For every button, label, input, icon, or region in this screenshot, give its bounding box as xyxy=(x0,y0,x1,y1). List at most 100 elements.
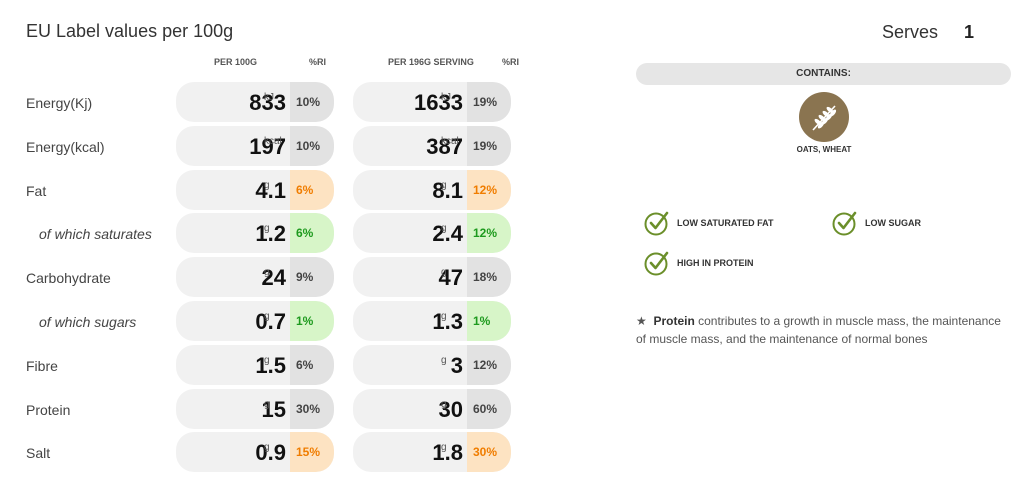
row-label: Protein xyxy=(26,401,71,418)
value: 1.3 xyxy=(432,308,463,334)
star-icon: ★ xyxy=(636,314,647,328)
column-header-ri-100g: %RI xyxy=(309,57,327,67)
unit: kJ xyxy=(264,92,274,103)
unit: kJ xyxy=(441,92,451,103)
unit: g xyxy=(441,267,447,279)
value: 0.7 xyxy=(255,308,286,334)
value: 3 xyxy=(450,352,463,378)
per-100g-cell: 1.5 g 6% xyxy=(176,344,334,385)
value: 30 xyxy=(438,396,463,422)
nutrition-table: Energy(Kj) 833 kJ 10% 1633 kJ 19% Energy… xyxy=(0,81,530,475)
allergen-label: OATS, WHEAT xyxy=(796,145,852,154)
claim-text: LOW SATURATED FAT xyxy=(677,218,774,228)
claim-text: HIGH IN PROTEIN xyxy=(677,258,754,268)
table-row: of which saturates 1.2 g 6% 2.4 g 12% xyxy=(0,212,530,256)
ri-badge: 6% xyxy=(290,344,334,385)
ri-badge: 9% xyxy=(290,257,334,298)
value: 24 xyxy=(261,265,286,291)
column-header-per-serving: PER 196G SERVING xyxy=(388,57,474,67)
row-label: Salt xyxy=(26,445,51,462)
row-label: Energy(kcal) xyxy=(26,138,105,155)
claim-low-saturated-fat: LOW SATURATED FAT xyxy=(644,210,774,236)
per-serving-cell: 387 kcal 19% xyxy=(353,125,511,166)
unit: g xyxy=(264,310,270,322)
ri-badge: 6% xyxy=(290,169,334,210)
unit: kcal xyxy=(264,135,282,147)
ri-badge: 60% xyxy=(467,388,511,429)
value: 0.9 xyxy=(255,440,286,466)
value: 2.4 xyxy=(432,221,463,247)
row-label: of which saturates xyxy=(39,226,152,243)
ri-badge: 12% xyxy=(467,344,511,385)
check-circle-icon xyxy=(832,211,857,236)
unit: g xyxy=(264,442,270,454)
claim-low-sugar: LOW SUGAR xyxy=(832,210,921,236)
row-label: Fibre xyxy=(26,357,58,374)
table-row: Carbohydrate 24 g 9% 47 g 18% xyxy=(0,256,530,300)
row-label: Fat xyxy=(26,182,47,199)
per-100g-cell: 0.7 g 1% xyxy=(176,300,334,341)
per-serving-cell: 1.3 g 1% xyxy=(353,300,511,341)
nutrition-title: EU Label values per 100g xyxy=(26,21,234,41)
per-serving-cell: 2.4 g 12% xyxy=(353,213,511,254)
unit: g xyxy=(264,223,270,235)
wheat-icon xyxy=(799,92,849,142)
unit: g xyxy=(441,179,447,191)
ri-badge: 18% xyxy=(467,257,511,298)
ri-badge: 12% xyxy=(467,213,511,254)
row-label: of which sugars xyxy=(39,313,137,330)
check-circle-icon xyxy=(644,211,669,236)
claim-text: LOW SUGAR xyxy=(865,218,921,228)
ri-badge: 30% xyxy=(290,388,334,429)
ri-badge: 6% xyxy=(290,213,334,254)
table-row: of which sugars 0.7 g 1% 1.3 g 1% xyxy=(0,300,530,344)
table-row: Energy(Kj) 833 kJ 10% 1633 kJ 19% xyxy=(0,81,530,125)
check-circle-icon xyxy=(644,251,669,276)
value: 1633 xyxy=(414,90,463,115)
value: 1.2 xyxy=(255,221,286,247)
ri-badge: 30% xyxy=(467,432,511,473)
table-row: Fat 4.1 g 6% 8.1 g 12% xyxy=(0,169,530,213)
unit: g xyxy=(264,398,270,410)
row-label: Carbohydrate xyxy=(26,270,111,287)
table-row: Salt 0.9 g 15% 1.8 g 30% xyxy=(0,431,530,475)
serves-value: 1 xyxy=(964,22,975,42)
per-serving-cell: 1.8 g 30% xyxy=(353,432,511,473)
per-100g-cell: 197 kcal 10% xyxy=(176,125,334,166)
value: 47 xyxy=(438,265,463,291)
serves-label: Serves xyxy=(882,22,939,42)
unit: kcal xyxy=(441,135,459,147)
footnote-bold: Protein xyxy=(653,314,695,328)
per-100g-cell: 24 g 9% xyxy=(176,257,334,298)
per-serving-cell: 1633 kJ 19% xyxy=(353,82,511,122)
ri-badge: 12% xyxy=(467,169,511,210)
per-serving-cell: 8.1 g 12% xyxy=(353,169,511,210)
per-100g-cell: 833 kJ 10% xyxy=(176,82,334,122)
per-serving-cell: 3 g 12% xyxy=(353,344,511,385)
footnote-text: contributes to a growth in muscle mass, … xyxy=(636,314,1001,346)
unit: g xyxy=(441,442,447,454)
table-row: Fibre 1.5 g 6% 3 g 12% xyxy=(0,344,530,388)
health-claim-footnote: ★ Protein contributes to a growth in mus… xyxy=(636,312,1014,348)
value: 1.5 xyxy=(255,352,286,378)
per-100g-cell: 15 g 30% xyxy=(176,388,334,429)
per-100g-cell: 0.9 g 15% xyxy=(176,432,334,473)
value: 833 xyxy=(249,90,286,115)
unit: g xyxy=(441,354,447,366)
ri-badge: 19% xyxy=(467,125,511,166)
ri-badge: 19% xyxy=(467,82,511,122)
value: 15 xyxy=(261,396,286,422)
ri-badge: 1% xyxy=(467,300,511,341)
column-header-ri-serving: %RI xyxy=(502,57,520,67)
value: 387 xyxy=(426,133,463,159)
value: 197 xyxy=(249,133,286,159)
ri-badge: 10% xyxy=(290,82,334,122)
value: 8.1 xyxy=(432,177,463,203)
unit: g xyxy=(264,354,270,366)
per-serving-cell: 30 g 60% xyxy=(353,388,511,429)
unit: g xyxy=(441,310,447,322)
claim-high-in-protein: HIGH IN PROTEIN xyxy=(644,250,754,276)
table-row: Protein 15 g 30% 30 g 60% xyxy=(0,388,530,432)
row-label: Energy(Kj) xyxy=(26,95,93,111)
ri-badge: 15% xyxy=(290,432,334,473)
